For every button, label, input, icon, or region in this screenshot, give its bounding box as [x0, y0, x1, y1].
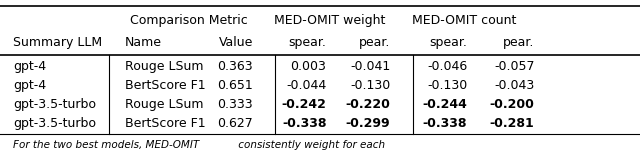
Text: 0.363: 0.363	[217, 60, 253, 73]
Text: -0.044: -0.044	[286, 79, 326, 92]
Text: -0.281: -0.281	[490, 117, 534, 130]
Text: -0.244: -0.244	[422, 98, 467, 111]
Text: gpt-3.5-turbo: gpt-3.5-turbo	[13, 117, 96, 130]
Text: Value: Value	[218, 35, 253, 48]
Text: -0.220: -0.220	[346, 98, 390, 111]
Text: 0.333: 0.333	[217, 98, 253, 111]
Text: -0.338: -0.338	[422, 117, 467, 130]
Text: 0.651: 0.651	[217, 79, 253, 92]
Text: Rouge LSum: Rouge LSum	[125, 60, 204, 73]
Text: -0.200: -0.200	[490, 98, 534, 111]
Text: -0.041: -0.041	[350, 60, 390, 73]
Text: spear.: spear.	[289, 35, 326, 48]
Text: BertScore F1: BertScore F1	[125, 117, 205, 130]
Text: pear.: pear.	[359, 35, 390, 48]
Text: -0.299: -0.299	[346, 117, 390, 130]
Text: -0.130: -0.130	[350, 79, 390, 92]
Text: -0.046: -0.046	[427, 60, 467, 73]
Text: pear.: pear.	[503, 35, 534, 48]
Text: gpt-4: gpt-4	[13, 79, 46, 92]
Text: spear.: spear.	[429, 35, 467, 48]
Text: Name: Name	[125, 35, 162, 48]
Text: 0.627: 0.627	[217, 117, 253, 130]
Text: -0.043: -0.043	[494, 79, 534, 92]
Text: -0.242: -0.242	[282, 98, 326, 111]
Text: BertScore F1: BertScore F1	[125, 79, 205, 92]
Text: Comparison Metric: Comparison Metric	[130, 14, 248, 27]
Text: -0.338: -0.338	[282, 117, 326, 130]
Text: Summary LLM: Summary LLM	[13, 35, 102, 48]
Text: 0.003: 0.003	[291, 60, 326, 73]
Text: -0.130: -0.130	[427, 79, 467, 92]
Text: Rouge LSum: Rouge LSum	[125, 98, 204, 111]
Text: For the two best models, MED-OMIT            consistently weight for each: For the two best models, MED-OMIT consis…	[13, 140, 385, 150]
Text: gpt-3.5-turbo: gpt-3.5-turbo	[13, 98, 96, 111]
Text: MED-OMIT weight: MED-OMIT weight	[274, 14, 385, 27]
Text: MED-OMIT count: MED-OMIT count	[412, 14, 516, 27]
Text: gpt-4: gpt-4	[13, 60, 46, 73]
Text: -0.057: -0.057	[494, 60, 534, 73]
